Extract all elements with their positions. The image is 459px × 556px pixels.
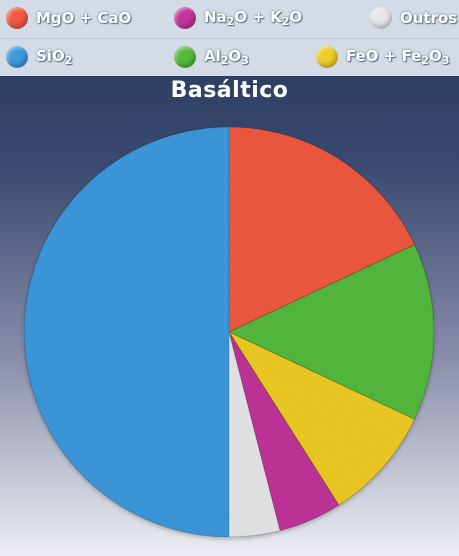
- legend-swatch-al2o3: [174, 46, 196, 68]
- pie-slice-feo-fe2o3: [227, 330, 416, 506]
- legend: MgO + CaO Na2O + K2O Outros SiO2 Al2O3 F…: [0, 0, 459, 76]
- legend-item-mgo-cao: MgO + CaO: [6, 5, 131, 31]
- legend-item-na2o-k2o: Na2O + K2O: [174, 5, 302, 31]
- pie-slice-sio2: [23, 126, 230, 538]
- pie-slice-al2o3: [227, 244, 435, 420]
- legend-item-feo-fe2o3: FeO + Fe2O3: [316, 44, 449, 70]
- legend-label-mgo-cao: MgO + CaO: [36, 9, 132, 27]
- chart-title: Basáltico: [170, 78, 289, 103]
- legend-label-sio2: SiO2: [36, 47, 73, 67]
- legend-label-outros: Outros: [400, 9, 458, 27]
- legend-swatch-feo-fe2o3: [316, 46, 338, 68]
- legend-swatch-mgo-cao: [6, 7, 28, 29]
- legend-row-2: SiO2 Al2O3 FeO + Fe2O3: [0, 38, 459, 75]
- pie-slice-mgo-cao: [228, 126, 416, 333]
- legend-item-al2o3: Al2O3: [174, 44, 249, 70]
- legend-swatch-na2o-k2o: [174, 7, 196, 29]
- legend-label-al2o3: Al2O3: [204, 47, 249, 67]
- legend-item-sio2: SiO2: [6, 44, 72, 70]
- legend-row-1: MgO + CaO Na2O + K2O Outros: [0, 0, 459, 36]
- legend-swatch-sio2: [6, 46, 28, 68]
- legend-label-na2o-k2o: Na2O + K2O: [204, 8, 303, 28]
- legend-swatch-outros: [370, 7, 392, 29]
- legend-label-feo-fe2o3: FeO + Fe2O3: [346, 47, 450, 67]
- legend-item-outros: Outros: [370, 5, 457, 31]
- pie-slices: [23, 126, 435, 538]
